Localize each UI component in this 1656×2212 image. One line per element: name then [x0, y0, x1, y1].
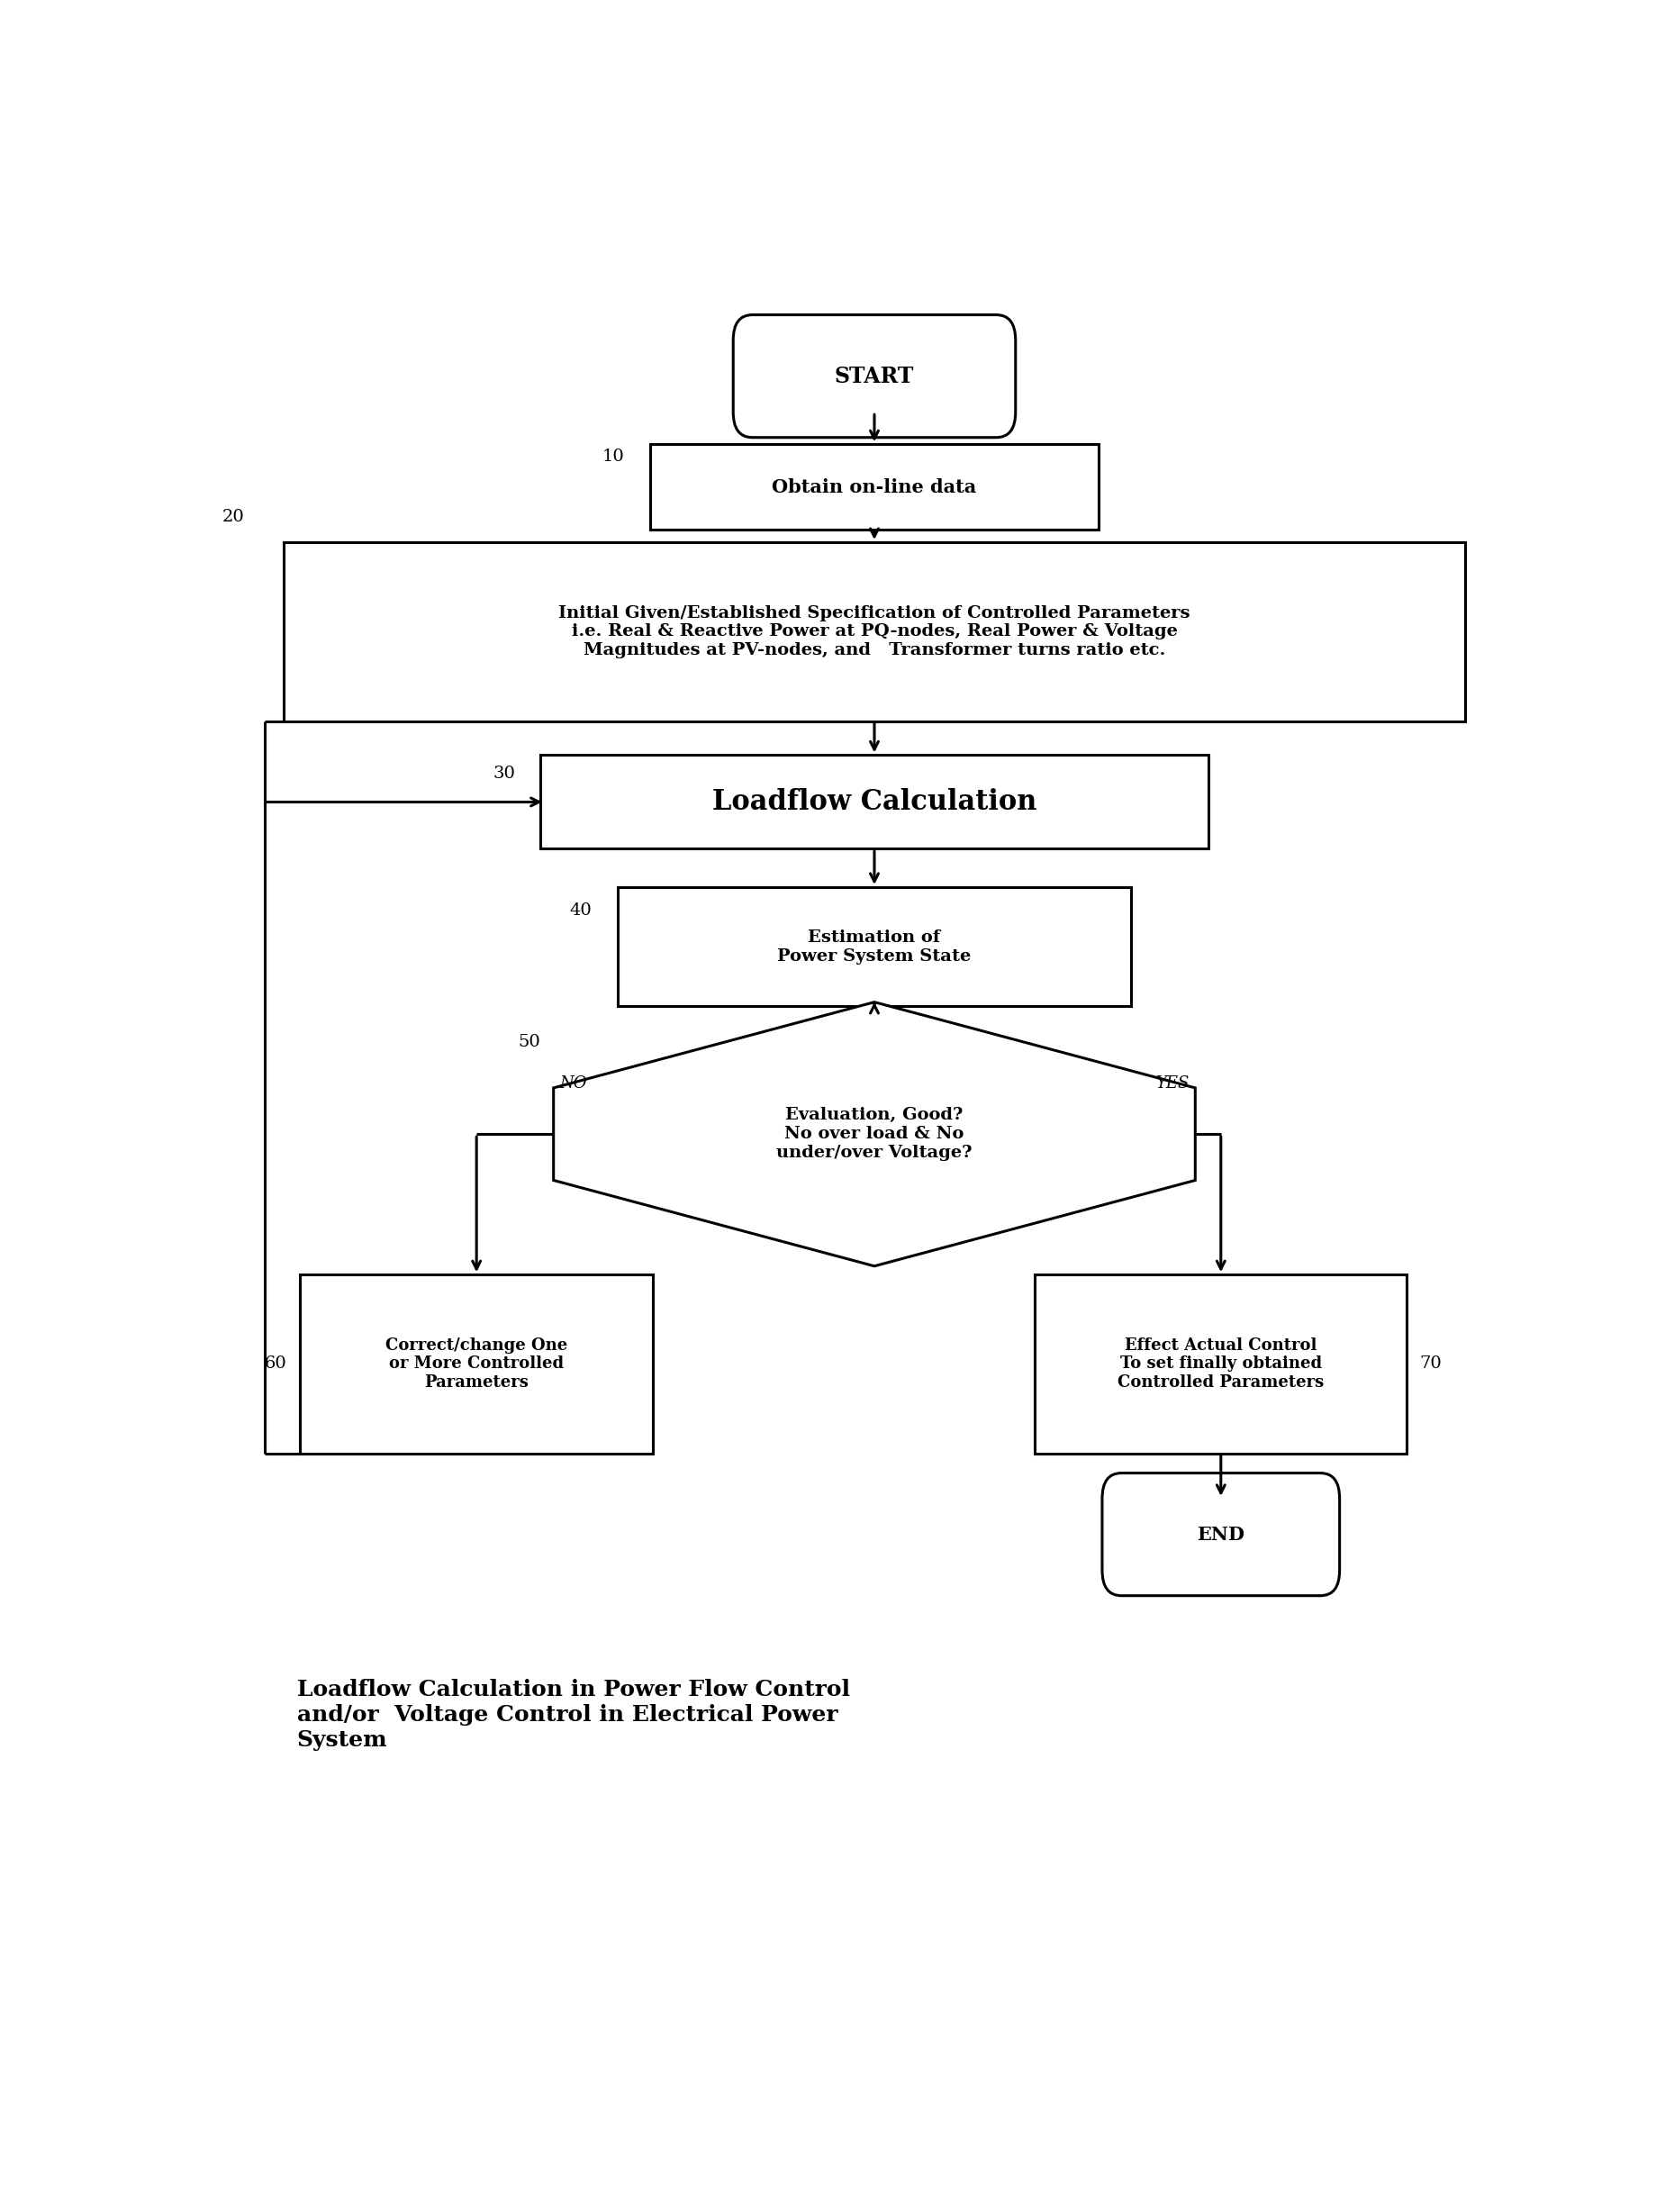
Bar [285, 542, 1464, 721]
Text: 60: 60 [265, 1356, 286, 1371]
Text: Initial Given/Established Specification of Controlled Parameters
i.e. Real & Rea: Initial Given/Established Specification … [558, 604, 1191, 659]
Text: 10: 10 [601, 449, 624, 465]
FancyBboxPatch shape [1103, 1473, 1340, 1595]
Text: Estimation of
Power System State: Estimation of Power System State [777, 929, 972, 964]
Bar [1035, 1274, 1408, 1453]
Text: Evaluation, Good?
No over load & No
under/over Voltage?: Evaluation, Good? No over load & No unde… [777, 1108, 972, 1161]
Text: Correct/change One
or More Controlled
Parameters: Correct/change One or More Controlled Pa… [386, 1338, 568, 1391]
Text: Obtain on-line data: Obtain on-line data [772, 478, 977, 495]
Text: Loadflow Calculation: Loadflow Calculation [712, 787, 1037, 816]
Text: NO: NO [560, 1075, 588, 1091]
Polygon shape [553, 1002, 1196, 1265]
Text: 30: 30 [492, 765, 515, 783]
Bar [618, 887, 1131, 1006]
Text: START: START [835, 365, 914, 387]
Text: YES: YES [1156, 1075, 1189, 1091]
Text: Loadflow Calculation in Power Flow Control
and/or  Voltage Control in Electrical: Loadflow Calculation in Power Flow Contr… [296, 1679, 850, 1752]
Text: 50: 50 [518, 1033, 540, 1051]
FancyBboxPatch shape [734, 314, 1015, 438]
Text: 40: 40 [570, 902, 593, 918]
Text: Effect Actual Control
To set finally obtained
Controlled Parameters: Effect Actual Control To set finally obt… [1118, 1338, 1325, 1391]
Text: 70: 70 [1419, 1356, 1442, 1371]
Bar [300, 1274, 652, 1453]
Text: 20: 20 [222, 509, 245, 524]
Text: END: END [1197, 1526, 1245, 1544]
Bar [649, 445, 1100, 529]
Bar [540, 754, 1209, 849]
